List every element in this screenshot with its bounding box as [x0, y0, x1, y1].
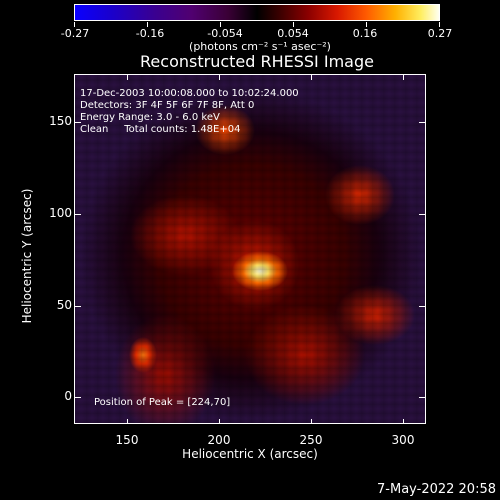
colorbar-tick-label: 0.054	[277, 27, 309, 40]
colorbar-tick	[220, 22, 221, 27]
info-time-range: 17-Dec-2003 10:00:08.000 to 10:02:24.000	[80, 88, 299, 99]
info-clean-counts: Clean Total counts: 1.48E+04	[80, 124, 241, 135]
colorbar	[74, 4, 440, 21]
colorbar-tick	[366, 22, 367, 27]
y-tick	[419, 306, 425, 307]
info-energy-range: Energy Range: 3.0 - 6.0 keV	[80, 112, 220, 123]
x-tick	[311, 419, 312, 424]
peak-position: Position of Peak = [224,70]	[94, 397, 231, 408]
x-axis-label: Heliocentric X (arcsec)	[182, 447, 318, 461]
y-tick	[419, 122, 425, 123]
x-tick-label: 300	[391, 433, 415, 447]
y-tick	[419, 214, 425, 215]
timestamp: 7-May-2022 20:58	[377, 482, 496, 497]
colorbar-tick	[147, 22, 148, 27]
rhessi-image	[74, 74, 426, 424]
x-tick-label: 150	[115, 433, 139, 447]
colorbar-tick-label: -0.16	[135, 27, 165, 40]
y-axis-label: Heliocentric Y (arcsec)	[20, 188, 34, 324]
colorbar-tick	[439, 22, 440, 27]
colorbar-tick	[74, 22, 75, 27]
y-tick	[75, 214, 81, 215]
y-tick	[75, 306, 81, 307]
colorbar-tick-label: -0.27	[60, 27, 90, 40]
plot-title: Reconstructed RHESSI Image	[140, 52, 374, 71]
y-tick-label: 100	[49, 206, 72, 220]
colorbar-tick-label: 0.27	[427, 27, 453, 40]
y-tick-label: 150	[49, 114, 72, 128]
x-tick	[403, 75, 404, 80]
colorbar-tick-label: -0.054	[207, 27, 243, 40]
x-tick	[127, 75, 128, 80]
y-tick	[419, 397, 425, 398]
info-detectors: Detectors: 3F 4F 5F 6F 7F 8F, Att 0	[80, 100, 255, 111]
x-tick	[219, 419, 220, 424]
x-tick	[127, 419, 128, 424]
y-tick-label: 50	[56, 298, 72, 312]
colorbar-units: (photons cm⁻² s⁻¹ asec⁻²)	[189, 40, 331, 53]
x-tick	[403, 419, 404, 424]
x-tick	[219, 75, 220, 80]
y-tick-label: 0	[64, 389, 72, 403]
colorbar-tick	[293, 22, 294, 27]
y-tick	[75, 397, 81, 398]
x-tick-label: 250	[299, 433, 323, 447]
x-tick	[311, 75, 312, 80]
x-tick-label: 200	[207, 433, 231, 447]
colorbar-tick-label: 0.16	[352, 27, 378, 40]
y-tick	[75, 122, 81, 123]
